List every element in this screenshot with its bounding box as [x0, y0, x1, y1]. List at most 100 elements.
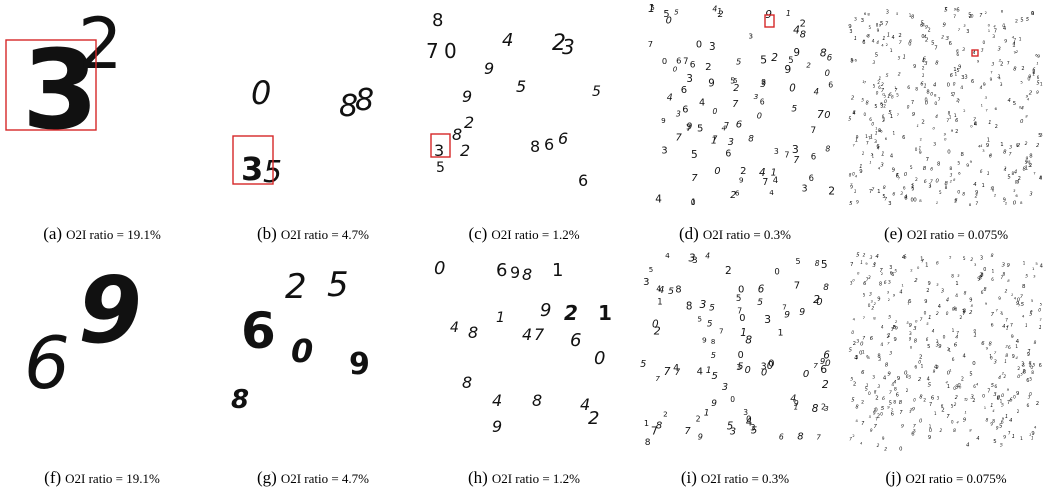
digit: 3 — [22, 26, 99, 154]
scatter-digit: 9 — [970, 159, 973, 164]
scatter-digit: 7 — [893, 324, 896, 329]
scatter-digit: 6 — [827, 54, 833, 64]
scatter-digit: 2 — [919, 355, 923, 361]
scatter-digit: 1 — [992, 268, 995, 274]
scatter-digit: 2 — [705, 62, 711, 73]
scatter-digit: 9 — [951, 128, 954, 133]
scatter-digit: 4 — [883, 376, 887, 382]
scatter-digit: 2 — [1005, 201, 1008, 206]
digit: 2 — [464, 113, 474, 132]
digit: 6 — [241, 302, 276, 360]
scatter-digit: 8 — [953, 428, 956, 434]
scatter-digit: 1 — [740, 327, 747, 339]
scatter-digit: 6 — [903, 186, 906, 191]
scatter-digit: 9 — [1011, 334, 1014, 340]
scatter-digit: 7 — [719, 327, 724, 336]
scatter-digit: 6 — [891, 94, 894, 99]
scatter-digit: 6 — [1035, 53, 1038, 58]
scatter-digit: 3 — [849, 29, 852, 35]
scatter-digit: 5 — [727, 420, 734, 432]
scatter-digit: 4 — [992, 409, 995, 413]
digit: 6 — [24, 321, 70, 405]
scatter-digit: 6 — [779, 433, 784, 442]
scatter-digit: 7 — [946, 118, 949, 124]
scatter-digit: 8 — [675, 284, 681, 295]
scatter-digit: 3 — [850, 58, 853, 63]
scatter-digit: 1 — [936, 200, 938, 205]
panel-g-image: 2 5 6 0 9 8 — [211, 246, 415, 456]
scatter-digit: 2 — [999, 57, 1002, 62]
digit: 4 — [502, 30, 513, 51]
scatter-digit: 1 — [954, 71, 957, 77]
scatter-digit: 6 — [896, 392, 899, 398]
scatter-digit: 3 — [887, 289, 890, 294]
scatter-digit: 0 — [789, 84, 795, 95]
scatter-digit: 2 — [926, 288, 929, 294]
scatter-digit: 3 — [992, 34, 995, 40]
scatter-digit: 4 — [1012, 36, 1015, 40]
scatter-digit: 3 — [913, 326, 916, 332]
scatter-digit: 9 — [1040, 175, 1043, 180]
scatter-digit: 8 — [761, 78, 766, 87]
scatter-digit: 5 — [991, 383, 994, 389]
scatter-digit: 0 — [982, 393, 985, 399]
scatter-digit: 9 — [911, 186, 914, 192]
digit: 5 — [327, 265, 349, 305]
scatter-digit: 9 — [661, 116, 666, 125]
scatter-digit: 9 — [893, 293, 896, 297]
scatter-digit: 0 — [876, 91, 879, 96]
scatter-digit: 5 — [712, 371, 718, 382]
scatter-digit: 5 — [939, 190, 942, 196]
scatter-digit: 6 — [820, 363, 827, 376]
scatter-digit: 9 — [784, 310, 790, 320]
scatter-digit: 0 — [860, 342, 864, 348]
scatter-digit: 9 — [977, 58, 980, 63]
scatter-digit: 9 — [1016, 143, 1019, 149]
digit-canvas-f: 6 9 — [24, 257, 142, 405]
scatter-digit: 5 — [1013, 101, 1016, 107]
digit: 8 — [452, 125, 462, 144]
scatter-digit: 6 — [676, 56, 681, 66]
scatter-digit: 5 — [888, 110, 892, 116]
scatter-digit: 4 — [855, 175, 858, 179]
scatter-digit: 5 — [791, 105, 797, 115]
scatter-digit: 3 — [736, 363, 741, 372]
scatter-digit: 6 — [973, 384, 976, 389]
scatter-digit: 1 — [929, 424, 932, 429]
scatter-digit: 7 — [986, 109, 988, 113]
scatter-digit: 7 — [1009, 151, 1012, 157]
scatter-digit: 2 — [972, 398, 975, 404]
scatter-digit: 7 — [866, 141, 869, 147]
panel-c-image: 8 4 2 7 0 9 3 5 9 5 8 2 8 6 6 3 2 5 6 — [422, 0, 626, 210]
digit: 2 — [564, 301, 578, 325]
scatter-digit: 0 — [866, 34, 869, 38]
scatter-digit: 4 — [712, 4, 717, 13]
scatter-digit: 8 — [825, 144, 830, 153]
scatter-digit: 1 — [1000, 399, 1003, 404]
scatter-digit: 3 — [913, 428, 916, 434]
scatter-digit: 1 — [1004, 359, 1007, 364]
scatter-digit: 1 — [1032, 266, 1035, 271]
scatter-digit: 5 — [697, 124, 703, 135]
scatter-digit: 5 — [999, 424, 1002, 430]
scatter-digit: 6 — [760, 97, 765, 106]
scatter-digit: 1 — [894, 86, 896, 90]
digit: 6 — [578, 171, 588, 190]
scatter-digit: 1 — [964, 409, 966, 414]
scatter-digit: 8 — [1028, 160, 1030, 164]
scatter-digit: 0 — [868, 391, 871, 397]
scatter-digit: 2 — [884, 446, 887, 452]
scatter-digit: 2 — [1018, 176, 1021, 182]
scatter-digit: 0 — [864, 112, 867, 117]
scatter-digit: 2 — [663, 409, 668, 418]
scatter-digit: 5 — [691, 149, 698, 161]
scatter-digit: 1 — [903, 55, 906, 61]
scatter-digit: 3 — [1002, 262, 1006, 268]
scatter-digit: 6 — [758, 283, 765, 295]
scatter-digit: 4 — [927, 376, 930, 382]
panel-caption-text: O2I ratio = 0.075% — [905, 471, 1007, 486]
scatter-digit: 4 — [932, 329, 935, 334]
scatter-digit: 2 — [1036, 401, 1039, 407]
scatter-digit: 6 — [920, 81, 923, 87]
